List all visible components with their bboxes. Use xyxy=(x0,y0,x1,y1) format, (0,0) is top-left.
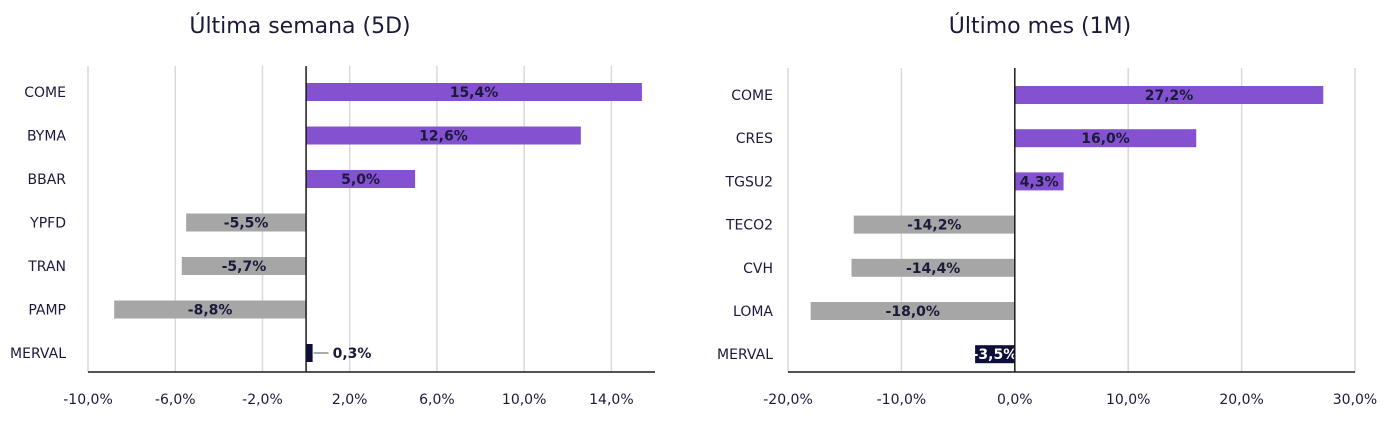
category-label: COME xyxy=(24,85,66,101)
bar xyxy=(1014,86,1324,104)
x-tick-label: -10,0% xyxy=(877,392,927,408)
chart-title-right: Último mes (1M) xyxy=(948,14,1132,39)
bar xyxy=(853,215,1015,234)
data-label: -5,7% xyxy=(222,259,267,275)
bar xyxy=(306,83,642,101)
category-label: BBAR xyxy=(27,172,66,188)
category-label: MERVAL xyxy=(717,347,773,363)
category-label: MERVAL xyxy=(10,346,66,362)
x-tick-label: 0,0% xyxy=(997,392,1033,408)
bar xyxy=(181,257,307,275)
category-label: LOMA xyxy=(733,304,773,320)
category-label: BYMA xyxy=(27,129,66,145)
data-label: 5,0% xyxy=(341,172,380,188)
data-label: -3,5% xyxy=(973,347,1018,363)
data-label: 4,3% xyxy=(1020,174,1059,190)
x-tick-label: -6,0% xyxy=(155,392,196,408)
category-label: TECO2 xyxy=(725,218,773,234)
x-tick-label: 10,0% xyxy=(502,392,546,408)
chart-left: Última semana (5D) -10,0% -6,0% -2,0% 2,0% 6… xyxy=(0,0,700,419)
data-label: 27,2% xyxy=(1145,88,1194,104)
x-tick-label: 30,0% xyxy=(1333,392,1377,408)
data-label: 16,0% xyxy=(1081,131,1130,147)
category-label: PAMP xyxy=(28,303,66,319)
data-label: 12,6% xyxy=(419,129,468,145)
category-label: CVH xyxy=(743,261,773,277)
x-tick-label: 14,0% xyxy=(589,392,633,408)
bar xyxy=(306,170,416,188)
chart-right: Último mes (1M) -20,0% -10,0% 0,0% 10,0% 20,… xyxy=(700,0,1400,419)
category-label: TGSU2 xyxy=(725,174,773,190)
chart-title-left: Última semana (5D) xyxy=(189,14,411,39)
category-label: CRES xyxy=(736,131,773,147)
data-label: -14,4% xyxy=(906,261,960,277)
x-tick-label: -20,0% xyxy=(763,392,813,408)
bar-chart-left: -10,0% -6,0% -2,0% 2,0% 6,0% 10,0% 14,0% COME 15… xyxy=(10,66,655,408)
x-tick-label: 20,0% xyxy=(1219,392,1263,408)
bar xyxy=(851,258,1015,277)
data-label: -18,0% xyxy=(886,304,940,320)
data-label: -5,5% xyxy=(224,216,269,232)
bar xyxy=(306,344,313,362)
x-tick-label: -2,0% xyxy=(242,392,283,408)
bar xyxy=(186,213,307,232)
bar xyxy=(1014,172,1064,191)
x-tick-label: 2,0% xyxy=(332,392,368,408)
bar-chart-right: -20,0% -10,0% 0,0% 10,0% 20,0% 30,0% COME 27,2%… xyxy=(717,68,1377,408)
bar xyxy=(1014,129,1197,148)
data-label: -14,2% xyxy=(907,218,961,234)
x-tick-label: 6,0% xyxy=(419,392,455,408)
data-label: 0,3% xyxy=(333,346,372,362)
data-label: 15,4% xyxy=(450,85,499,101)
bar xyxy=(306,126,581,145)
category-label: TRAN xyxy=(27,259,66,275)
data-label: -8,8% xyxy=(188,303,233,319)
bar xyxy=(975,345,1015,364)
bar xyxy=(810,302,1015,320)
bar xyxy=(114,300,307,319)
category-label: COME xyxy=(731,88,773,104)
x-tick-label: -10,0% xyxy=(63,392,113,408)
x-tick-label: 10,0% xyxy=(1106,392,1150,408)
category-label: YPFD xyxy=(29,216,66,232)
